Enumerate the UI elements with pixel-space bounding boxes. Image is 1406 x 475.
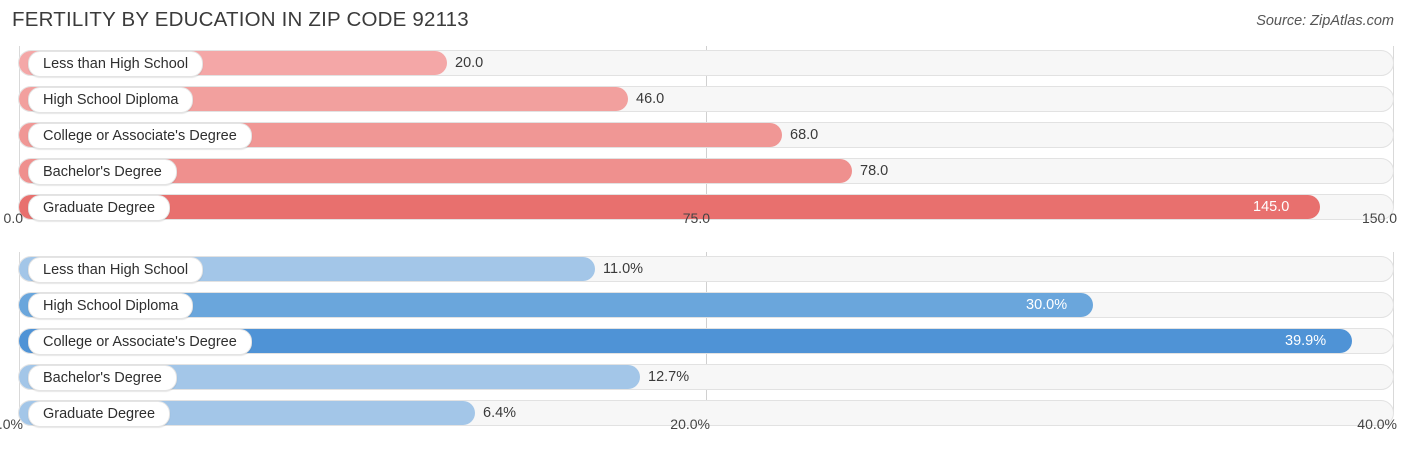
axis-tick-label: 75.0 [682,210,710,226]
gridline [19,252,20,412]
source-attribution: Source: ZipAtlas.com [1256,13,1394,29]
bar-row: College or Associate's Degree 39.9% [18,328,1394,355]
bar-row: College or Associate's Degree 68.0 [18,122,1394,149]
axis-tick-label: 0.0% [0,416,23,432]
bar-value-label: 6.4% [483,405,517,421]
bar-row: Graduate Degree 6.4% [18,400,1394,427]
bar-category-label: High School Diploma [28,293,194,319]
bar-row: Less than High School 11.0% [18,256,1394,283]
gridline [1393,46,1394,206]
plot-area-count: Less than High School 20.0 High School Dip… [18,46,1394,221]
bar-value-label: 145.0 [1253,199,1290,215]
page-title: FERTILITY BY EDUCATION IN ZIP CODE 92113 [12,8,469,31]
bar-category-label: College or Associate's Degree [28,329,252,355]
chart-header: FERTILITY BY EDUCATION IN ZIP CODE 92113… [0,0,1406,42]
plot-area-percent: Less than High School 11.0% High School Di… [18,252,1394,427]
bar-category-label: Bachelor's Degree [28,159,177,185]
bar-value-label: 46.0 [636,91,665,107]
bar-row: High School Diploma 30.0% [18,292,1394,319]
gridline [19,46,20,206]
fertility-percent-chart: Less than High School 11.0% High School Di… [0,252,1406,440]
bar-category-label: Bachelor's Degree [28,365,177,391]
gridline [1393,252,1394,412]
x-axis-percent: 0.0% 20.0% 40.0% [0,416,1397,438]
axis-tick-label: 0.0 [3,210,23,226]
axis-tick-label: 40.0% [1357,416,1397,432]
fertility-count-chart: Less than High School 20.0 High School Dip… [0,46,1406,234]
bar-value-label: 68.0 [790,127,819,143]
axis-tick-label: 20.0% [670,416,710,432]
bar-fill[interactable] [19,293,1093,317]
x-axis-count: 0.0 75.0 150.0 [4,210,1397,232]
bar-value-label: 30.0% [1026,297,1068,313]
bar-category-label: Less than High School [28,51,204,77]
axis-tick-label: 150.0 [1361,210,1397,226]
bar-category-label: High School Diploma [28,87,194,113]
bar-value-label: 39.9% [1285,333,1327,349]
bar-value-label: 78.0 [860,163,889,179]
bar-value-label: 11.0% [603,261,644,277]
bar-row: Bachelor's Degree 78.0 [18,158,1394,185]
bar-fill[interactable] [19,195,1320,219]
bar-row: Bachelor's Degree 12.7% [18,364,1394,391]
bar-row: Less than High School 20.0 [18,50,1394,77]
bar-value-label: 12.7% [648,369,690,385]
bar-row: Graduate Degree 145.0 [18,194,1394,221]
bar-category-label: Graduate Degree [28,195,171,221]
bar-category-label: College or Associate's Degree [28,123,252,149]
bar-row: High School Diploma 46.0 [18,86,1394,113]
bar-category-label: Graduate Degree [28,401,171,427]
bar-value-label: 20.0 [455,55,484,71]
bar-category-label: Less than High School [28,257,204,283]
